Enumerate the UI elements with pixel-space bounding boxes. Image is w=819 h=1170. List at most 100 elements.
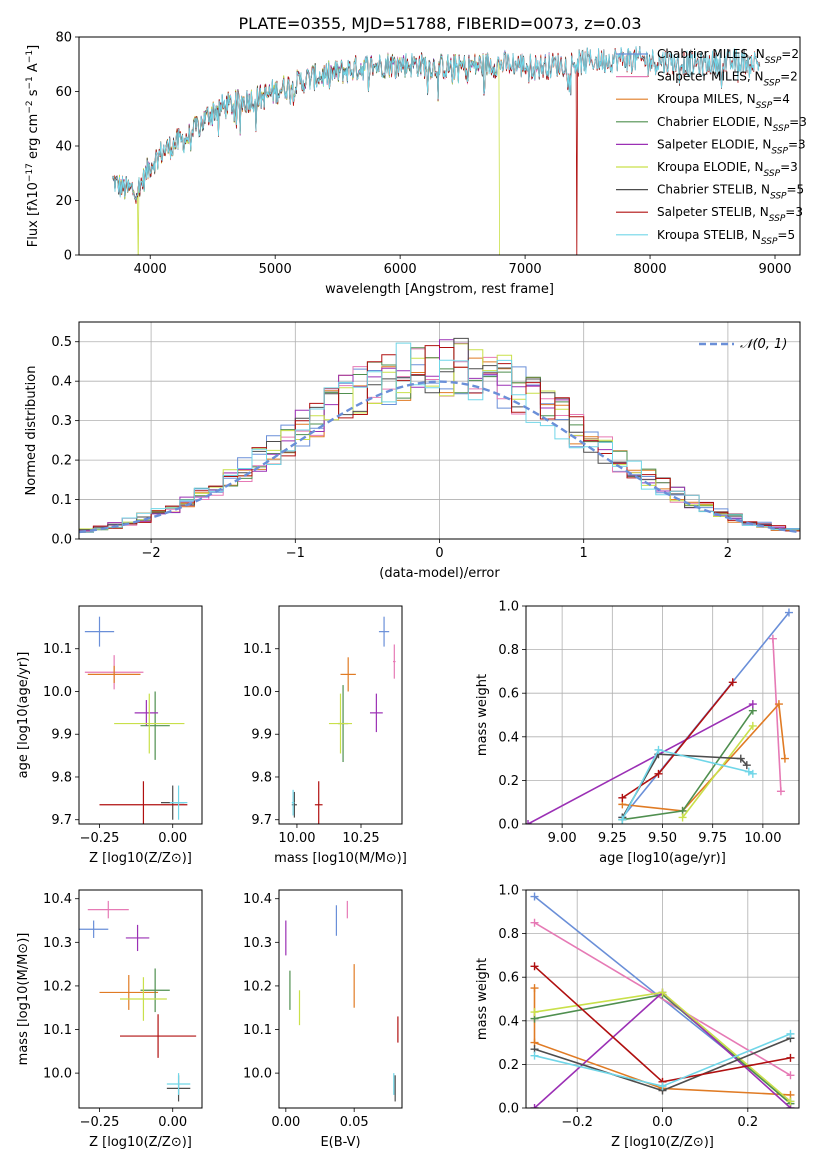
x-tick-label: 8000 [634,262,667,277]
y-tick-label: 10.0 [43,685,72,700]
x-axis-label: Z [log10(Z/Z⊙)] [611,1135,714,1150]
x-tick-label: 0.00 [158,831,187,846]
x-tick-label: 10.00 [744,831,781,846]
legend-entry-chabrier_miles-part: SSP [765,56,782,66]
y-axis-label-part: A [26,63,41,76]
weight-marker-chabrier_stelib [742,761,751,770]
hist-salpeter_elodie [79,339,800,532]
x-tick-label: 7000 [509,262,542,277]
axes-frame [78,605,203,825]
y-axis-label-part: −2 [25,100,35,113]
gaussian-curve [79,380,800,534]
y-tick-label: 10.1 [43,1023,72,1038]
x-tick-label: −2 [142,546,161,561]
y-axis-label: mass weight [475,958,490,1040]
legend-entry-chabrier_miles: Chabrier MILES, NSSP=2 [657,47,799,66]
panels-group: 4000 5000 6000 7000 8000 9000020406080wavelen… [16,31,807,1151]
x-tick-label: 0.00 [271,1115,300,1130]
weight-marker-kroupa_miles [530,984,539,993]
weight-marker-salpeter_stelib [654,769,663,778]
weight-marker-salpeter_miles [530,918,539,927]
x-tick-label: 10.00 [278,831,315,846]
y-axis-label-part: mass [log10(M/M⊙)] [16,933,31,1066]
x-tick-label: 6000 [384,262,417,277]
y-tick-label: 0.8 [498,643,519,658]
y-axis-label-part: −17 [25,163,35,182]
y-tick-label: 10.4 [43,892,72,907]
y-tick-label: 80 [55,31,72,46]
y-axis-label-part: mass weight [475,674,490,756]
weight-marker-kroupa_stelib [618,815,627,824]
y-tick-label: 0.2 [51,454,72,469]
y-tick-label: 0.1 [51,493,72,508]
weight-marker-chabrier_miles [530,892,539,901]
legend-entry-salpeter_stelib: Salpeter STELIB, NSSP=3 [657,205,803,224]
y-tick-label: 0.4 [51,375,72,390]
x-axis-label: Z [log10(Z/Z⊙)] [89,1135,192,1150]
legend-entry-salpeter_elodie-part: =3 [788,137,806,151]
y-axis-label: age [log10(age/yr)] [16,652,31,779]
weight-marker-salpeter_miles [776,787,785,796]
x-tick-label: 5000 [259,262,292,277]
weight-marker-kroupa_miles [780,754,789,763]
x-tick-label: 0.05 [340,1115,369,1130]
x-axis-label-part: Z [log10(Z/Z⊙)] [611,1135,714,1150]
y-tick-label: 9.7 [51,813,72,828]
panel-weight_vs_age: 9.00 9.25 9.50 9.75 10.00 0.0 0.2 0.4 0.6 0.8 1.0 a… [475,600,800,866]
hist-salpeter_stelib [79,345,800,533]
x-axis-label-part: Z [log10(Z/Z⊙)] [89,851,192,866]
y-axis-label: mass [log10(M/M⊙)] [16,933,31,1066]
x-tick-label: 0.00 [158,1115,187,1130]
legend-entry-salpeter_miles-part: Salpeter MILES, N [657,70,764,84]
x-tick-label: 0.2 [737,1115,758,1130]
x-axis-label-part: E(B-V) [320,1135,360,1150]
y-axis-label-part: mass weight [475,958,490,1040]
legend-entry-chabrier_stelib-part: Chabrier STELIB, N [657,183,770,197]
weight-marker-kroupa_stelib [786,1029,795,1038]
y-axis-label: mass weight [475,674,490,756]
y-tick-label: 1.0 [498,884,519,899]
plot-area-weight_vs_age [526,608,793,824]
x-tick-label: 0 [435,546,443,561]
x-tick-label: 2 [724,546,732,561]
y-tick-label: 10.1 [43,642,72,657]
legend-entry-kroupa_stelib: Kroupa STELIB, NSSP=5 [657,228,795,247]
y-axis-label-part: Flux [f [26,206,41,247]
y-tick-label: 0.6 [498,687,519,702]
y-tick-label: 0.5 [51,335,72,350]
axes-frame [525,889,800,1109]
legend-entry-salpeter_stelib-part: Salpeter STELIB, N [657,205,769,219]
plot-area-age_vs_Z [84,616,188,824]
y-tick-label: 10.1 [243,1023,272,1038]
weight-line-salpeter_elodie [527,703,754,824]
y-tick-label: 20 [55,194,72,209]
x-tick-label: 0.0 [652,1115,673,1130]
legend-entry-kroupa_elodie: Kroupa ELODIE, NSSP=3 [657,160,798,179]
y-axis-label-part: Normed distribution [24,366,39,496]
y-axis-label: Flux [fλ10−17 erg cm−2 s−1 A−1] [25,45,41,247]
legend-entry-salpeter_stelib-part: =3 [785,205,803,219]
panel-age_vs_mass: 10.00 10.25 9.7 9.8 9.9 10.0 10.1 mass [log10(M… [243,605,407,866]
x-tick-label: −1 [286,546,305,561]
x-tick-label: 10.25 [342,831,379,846]
x-axis-label-part: (data-model)/error [379,566,500,581]
legend-entry-kroupa_stelib-part: Kroupa STELIB, N [657,228,761,242]
x-tick-label: 9.00 [548,831,577,846]
y-tick-label: 10.1 [243,642,272,657]
x-axis-label: wavelength [Angstrom, rest frame] [325,282,554,297]
y-tick-label: 0.4 [498,1014,519,1029]
y-tick-label: 0.3 [51,414,72,429]
weight-marker-kroupa_elodie [748,721,757,730]
legend-entry-chabrier_elodie-part: Chabrier ELODIE, N [657,115,773,129]
weight-marker-kroupa_elodie [678,813,687,822]
y-axis-label-part: −1 [25,50,35,63]
weight-line-kroupa_miles [622,702,786,812]
y-axis-label-part: erg cm [26,114,41,163]
y-axis-label-part: s [26,89,41,100]
legend-entry-chabrier_stelib-part: SSP [770,192,787,202]
y-tick-label: 10.2 [43,979,72,994]
legend-entry-salpeter_miles-part: =2 [780,70,798,84]
y-tick-label: 0.0 [498,818,519,833]
weight-marker-salpeter_stelib [728,678,737,687]
